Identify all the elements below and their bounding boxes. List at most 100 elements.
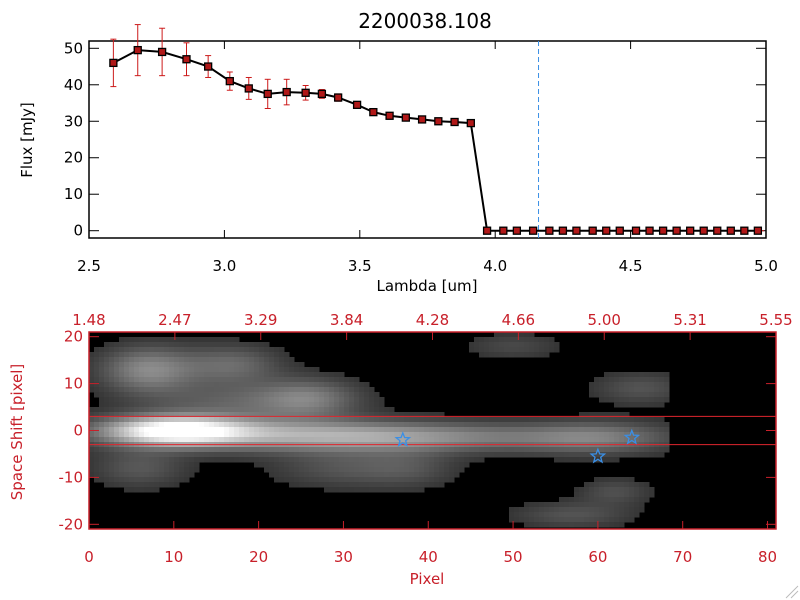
image-pixel — [284, 377, 290, 383]
image-pixel — [159, 357, 165, 363]
image-pixel — [599, 422, 605, 428]
image-pixel — [309, 447, 315, 453]
image-pixel — [94, 432, 100, 438]
image-pixel — [184, 357, 190, 363]
image-pixel — [394, 412, 400, 418]
image-pixel — [364, 412, 370, 418]
image-pixel — [144, 487, 150, 493]
image-pixel — [119, 427, 125, 433]
image-pixel — [424, 412, 430, 418]
image-pixel — [489, 452, 495, 458]
image-pixel — [319, 472, 325, 478]
image-pixel — [244, 367, 250, 373]
image-pixel — [124, 462, 130, 468]
image-pixel — [539, 352, 545, 358]
image-pixel — [169, 392, 175, 398]
spectrum-axes-frame — [88, 40, 767, 239]
image-pixel — [304, 407, 310, 413]
image-pixel — [354, 482, 360, 488]
image-pixel — [299, 402, 305, 408]
image-pixel — [629, 422, 635, 428]
image-pixel — [134, 447, 140, 453]
image-pixel — [474, 337, 480, 343]
image-pixel — [249, 407, 255, 413]
spectrum-x-ticks: 2.5 3.0 3.5 4.0 4.5 5.0 — [77, 41, 778, 275]
image-pixel — [454, 417, 460, 423]
image-pixel — [224, 382, 230, 388]
image-pixel — [149, 422, 155, 428]
image-pixel — [139, 357, 145, 363]
image-pixel — [124, 432, 130, 438]
image-pixel — [554, 432, 560, 438]
image-pixel — [549, 347, 555, 353]
image-pixel — [214, 447, 220, 453]
image-pixel — [609, 497, 615, 503]
image-pixel — [299, 462, 305, 468]
image-pixel — [284, 392, 290, 398]
image-pixel — [254, 367, 260, 373]
image-pixel — [459, 462, 465, 468]
image-pixel — [644, 392, 650, 398]
image-pixel — [329, 472, 335, 478]
image-pixel — [119, 457, 125, 463]
image-pixel — [344, 387, 350, 393]
image-pixel — [159, 462, 165, 468]
image-pixel — [414, 487, 420, 493]
image-pixel — [94, 467, 100, 473]
image-pixel — [474, 422, 480, 428]
image-pixel — [179, 382, 185, 388]
image-pixel — [394, 482, 400, 488]
image-pixel — [569, 432, 575, 438]
image-pixel — [89, 437, 95, 443]
image-pixel — [394, 472, 400, 478]
image-pixel — [374, 467, 380, 473]
image-pixel — [189, 467, 195, 473]
image-pixel — [314, 452, 320, 458]
image-pixel — [144, 482, 150, 488]
image-pixel — [644, 377, 650, 383]
image-pixel — [499, 447, 505, 453]
image-pixel — [134, 457, 140, 463]
image-pixel — [529, 522, 535, 528]
image-pixel — [354, 387, 360, 393]
image-pixel — [264, 457, 270, 463]
image-pixel — [154, 382, 160, 388]
image-pixel — [134, 477, 140, 483]
image-pixel — [349, 412, 355, 418]
image-pixel — [374, 452, 380, 458]
image-top-tick-label: 5.55 — [759, 311, 792, 329]
image-pixel — [379, 397, 385, 403]
image-pixel — [124, 427, 130, 433]
image-pixel — [594, 492, 600, 498]
image-pixel — [469, 457, 475, 463]
image-pixel — [119, 462, 125, 468]
image-pixel — [94, 462, 100, 468]
image-pixel — [139, 397, 145, 403]
spectrum-point — [713, 226, 722, 235]
image-pixel — [374, 412, 380, 418]
image-pixel — [429, 457, 435, 463]
image-pixel — [519, 447, 525, 453]
image-pixel — [519, 342, 525, 348]
image-pixel — [119, 347, 125, 353]
image-pixel — [384, 462, 390, 468]
image-pixel — [314, 477, 320, 483]
image-pixel — [639, 497, 645, 503]
image-pixel — [364, 422, 370, 428]
image-pixel — [584, 422, 590, 428]
image-pixel — [219, 382, 225, 388]
image-pixel — [219, 342, 225, 348]
image-pixel — [124, 447, 130, 453]
image-pixel — [594, 412, 600, 418]
image-pixel — [184, 462, 190, 468]
image-pixel — [504, 422, 510, 428]
image-pixel — [234, 427, 240, 433]
image-pixel — [604, 457, 610, 463]
image-y-label: Space Shift [pixel] — [8, 364, 26, 501]
image-pixel — [474, 452, 480, 458]
image-pixel — [654, 402, 660, 408]
image-pixel — [194, 387, 200, 393]
image-pixel — [169, 447, 175, 453]
resize-grip-icon[interactable] — [785, 585, 799, 599]
image-pixel — [604, 492, 610, 498]
